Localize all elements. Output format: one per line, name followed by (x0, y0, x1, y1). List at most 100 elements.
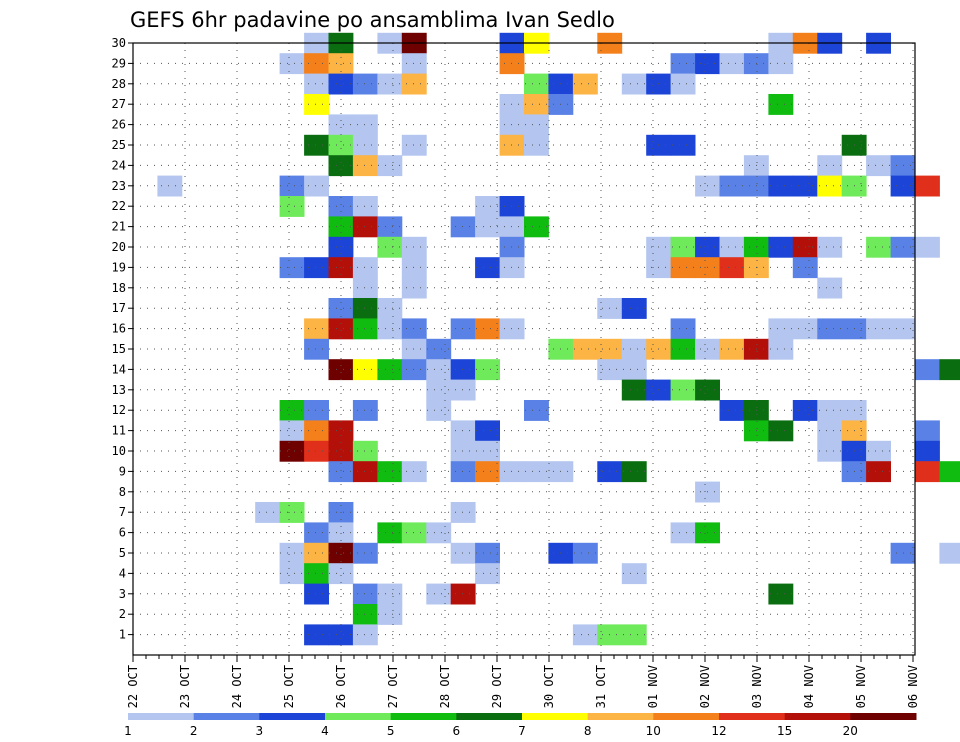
heatmap-cell (524, 400, 549, 421)
heatmap-cell (328, 522, 354, 544)
heatmap-cell (426, 583, 452, 605)
heatmap-cell (377, 298, 403, 319)
y-tick-label: 29 (112, 56, 126, 70)
heatmap-cell (304, 94, 329, 115)
heatmap-cell (768, 175, 794, 197)
heatmap-cell (401, 257, 427, 279)
heatmap-cell (304, 257, 329, 279)
x-tick-label: 26 OCT (334, 665, 348, 708)
heatmap-cell (524, 94, 549, 115)
heatmap-cell (768, 420, 794, 442)
heatmap-cell (352, 277, 378, 299)
heatmap-cell (279, 257, 305, 279)
x-tick-label: 30 OCT (542, 665, 556, 708)
heatmap-cell (524, 461, 549, 483)
heatmap-cell (328, 440, 354, 462)
heatmap-cell (304, 563, 329, 585)
heatmap-cell (352, 298, 378, 319)
heatmap-cell (279, 196, 305, 217)
legend-label: 10 (646, 724, 661, 738)
heatmap-cell (768, 236, 794, 258)
heatmap-cell (450, 542, 476, 564)
heatmap-cell (328, 53, 354, 75)
heatmap-cell (475, 196, 500, 217)
legend-label: 7 (518, 724, 526, 738)
heatmap-cell (352, 73, 378, 95)
heatmap-cell (499, 114, 525, 136)
heatmap-cell (524, 134, 549, 156)
heatmap-cell (352, 216, 378, 238)
heatmap-cell (817, 440, 843, 462)
x-tick-label: 22 OCT (126, 665, 140, 708)
heatmap-cell (450, 420, 476, 442)
heatmap-cell (377, 73, 403, 95)
y-tick-label: 30 (112, 36, 126, 50)
heatmap-cell (621, 563, 647, 585)
heatmap-cell (328, 318, 354, 340)
y-tick-label: 25 (112, 138, 126, 152)
heatmap-cell (401, 461, 427, 483)
heatmap-cell (352, 542, 378, 564)
heatmap-cell (450, 461, 476, 483)
heatmap-cell (499, 94, 525, 115)
heatmap-cell (377, 461, 403, 483)
x-axis: 22 OCT 23 OCT 24 OCT 25 OCT 26 OCT 27 OCT 28 O… (126, 655, 920, 708)
heatmap-cell (499, 257, 525, 279)
heatmap-cell (304, 420, 329, 442)
y-tick-label: 13 (112, 383, 126, 397)
heatmap-cell (768, 583, 794, 605)
heatmap-cell (572, 542, 598, 564)
heatmap-cell (475, 461, 500, 483)
heatmap-cell (328, 73, 354, 95)
heatmap-cell (866, 155, 891, 177)
heatmap-cell (621, 298, 647, 319)
heatmap-cell (426, 379, 452, 401)
heatmap-cell (499, 196, 525, 217)
heatmap-cell (426, 522, 452, 544)
legend-label: 15 (777, 724, 792, 738)
heatmap-cell (426, 359, 452, 381)
heatmap-cell (352, 196, 378, 217)
heatmap-cell (621, 359, 647, 381)
legend-swatch (456, 713, 523, 720)
heatmap-cell (401, 338, 427, 360)
y-tick-label: 11 (112, 424, 126, 438)
heatmap-cell (670, 379, 696, 401)
heatmap-cell (719, 338, 745, 360)
heatmap-cell (670, 236, 696, 258)
heatmap-cell (475, 420, 500, 442)
heatmap-cell (157, 175, 183, 197)
heatmap-cell (328, 298, 354, 319)
heatmap-cell (279, 53, 305, 75)
x-tick-label: 03 NOV (750, 665, 764, 708)
y-tick-label: 8 (119, 485, 126, 499)
heatmap-cell (915, 236, 940, 258)
heatmap-cell (328, 114, 354, 136)
heatmap-cell (524, 73, 549, 95)
legend-swatch (522, 713, 589, 720)
heatmap-cell (621, 624, 647, 646)
heatmap-cell (866, 461, 891, 483)
y-tick-label: 18 (112, 281, 126, 295)
heatmap-cell (304, 73, 329, 95)
y-tick-label: 4 (119, 566, 126, 580)
heatmap-cell (377, 359, 403, 381)
heatmap-cell (499, 53, 525, 75)
chart-title: GEFS 6hr padavine po ansamblima Ivan Sed… (130, 8, 615, 32)
legend-swatch (719, 713, 786, 720)
heatmap-cell (524, 216, 549, 238)
heatmap-cell (499, 216, 525, 238)
legend-swatch (784, 713, 851, 720)
heatmap-cell (279, 502, 305, 523)
y-tick-label: 3 (119, 587, 126, 601)
y-tick-label: 28 (112, 77, 126, 91)
heatmap-cell (915, 420, 940, 442)
y-tick-label: 24 (112, 158, 126, 172)
heatmap-cell (475, 318, 500, 340)
heatmap-cell (475, 257, 500, 279)
y-tick-label: 26 (112, 118, 126, 132)
heatmap-cell (450, 216, 476, 238)
heatmap-cell (450, 440, 476, 462)
heatmap-cell (377, 236, 403, 258)
legend-label: 20 (843, 724, 858, 738)
